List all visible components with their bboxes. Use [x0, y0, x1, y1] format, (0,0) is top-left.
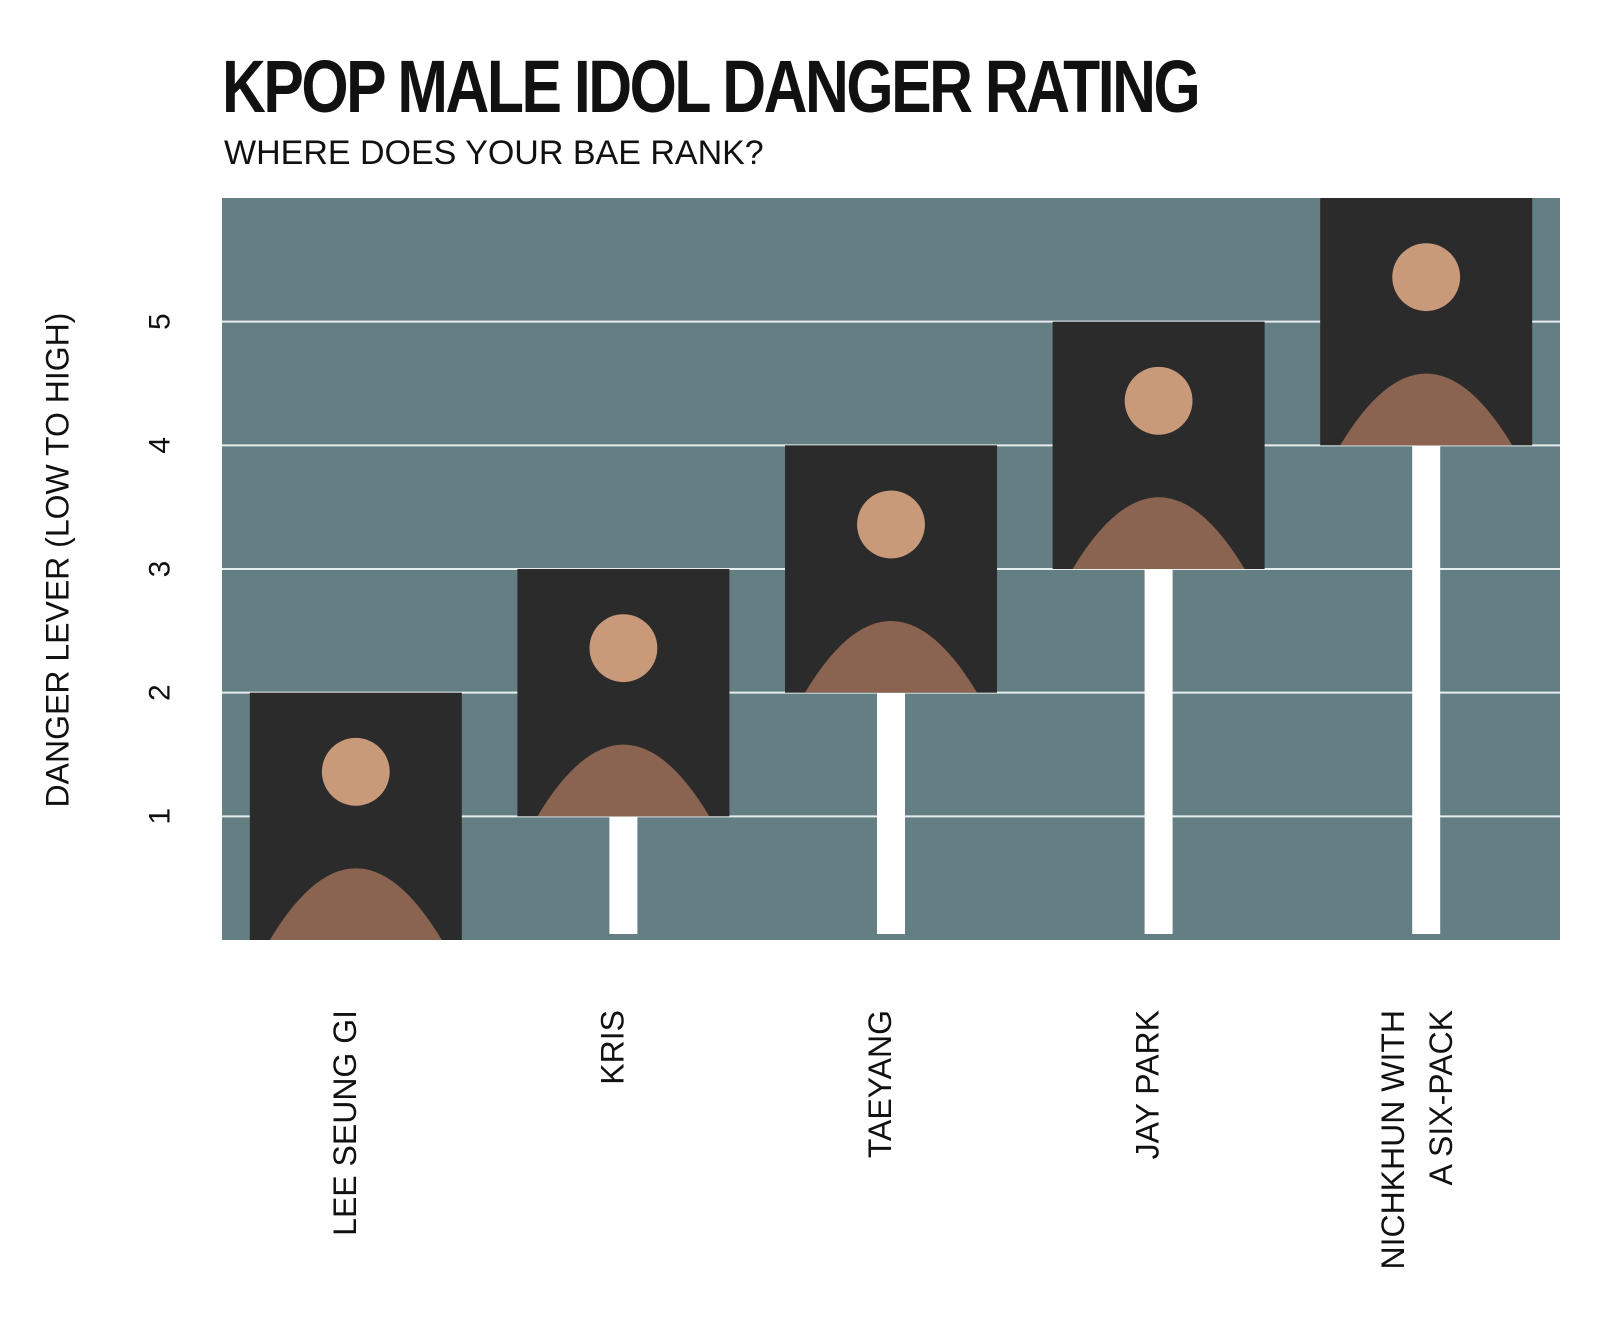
y-tick-label: 3	[144, 561, 177, 578]
category-label: TAEYANG	[862, 1010, 898, 1158]
category-label: LEE SEUNG GI	[327, 1010, 363, 1236]
category-label-line: LEE SEUNG GI	[327, 1010, 363, 1236]
category-label-line: TAEYANG	[862, 1010, 898, 1158]
y-tick-label: 1	[144, 808, 177, 825]
category-label: JAY PARK	[1130, 1010, 1166, 1159]
category-label: NICHKHUN WITH A SIX-PACK	[1375, 1010, 1459, 1270]
idol-photo-head	[1124, 366, 1193, 435]
category-label-line: JAY PARK	[1130, 1010, 1166, 1159]
category-label-line: NICHKHUN WITH	[1375, 1010, 1411, 1270]
bar	[877, 692, 905, 934]
y-tick-label: 4	[144, 437, 177, 454]
idol-photo-body	[1072, 497, 1245, 569]
idol-photo-body	[805, 620, 977, 693]
idol-photo-head	[589, 614, 658, 683]
y-tick-label: 2	[144, 684, 177, 701]
idol-photo-head	[1392, 243, 1461, 312]
bar	[609, 816, 638, 934]
chart-subtitle: WHERE DOES YOUR BAE RANK?	[224, 134, 764, 172]
bar	[1144, 569, 1173, 934]
idol-photo-body	[269, 868, 442, 940]
chart-title: KPOP MALE IDOL DANGER RATING	[222, 45, 1201, 128]
category-label-line: KRIS	[594, 1010, 630, 1085]
idol-photo-head	[857, 490, 925, 559]
category-label: KRIS	[594, 1010, 630, 1085]
y-tick-label: 5	[144, 313, 177, 330]
idol-photo-body	[1340, 373, 1513, 446]
bar	[1412, 445, 1441, 934]
idol-photo-head	[321, 737, 390, 806]
idol-photo-body	[537, 744, 710, 817]
category-label-line: A SIX-PACK	[1423, 1010, 1459, 1185]
